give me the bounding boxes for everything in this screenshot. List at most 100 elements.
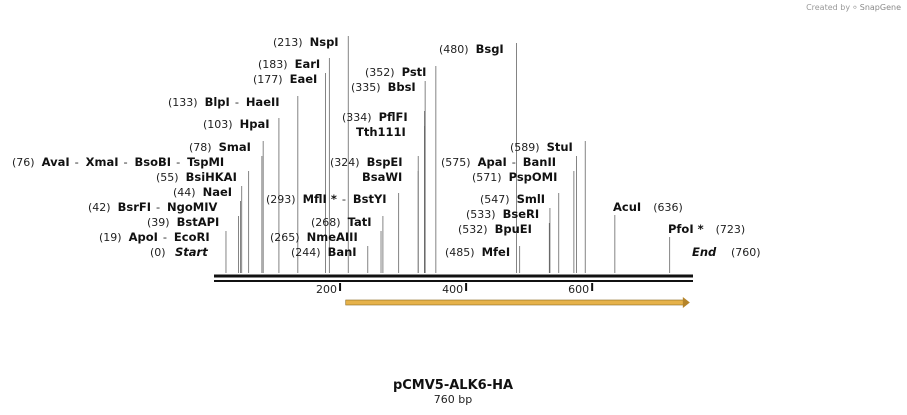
enzyme-name[interactable]: TspMI <box>187 155 224 169</box>
dna-backbone <box>214 274 693 282</box>
enzyme-name[interactable]: AcuI <box>613 200 641 214</box>
enzyme-name[interactable]: EarI <box>295 57 321 71</box>
enzyme-name[interactable]: NgoMIV <box>167 200 217 214</box>
cut-position: (39) <box>147 216 170 229</box>
enzyme-label-eaei[interactable]: (177) EaeI <box>253 72 317 86</box>
enzyme-label-blpi[interactable]: (133) BlpI - HaeII <box>168 95 280 109</box>
enzyme-name[interactable]: SmlI <box>517 192 546 206</box>
enzyme-name[interactable]: PflFI <box>379 110 408 124</box>
cut-position: (293) <box>266 193 296 206</box>
start-label: Start <box>175 245 208 259</box>
enzyme-label-mfli[interactable]: (293) MflI * - BstYI <box>266 192 387 206</box>
enzyme-name[interactable]: AvaI <box>42 155 70 169</box>
enzyme-name[interactable]: BanI <box>328 245 357 259</box>
enzyme-label-psti[interactable]: (352) PstI <box>365 65 426 79</box>
enzyme-name[interactable]: BsaWI <box>362 170 402 184</box>
enzyme-label-pflfi[interactable]: (334) PflFI <box>342 110 408 124</box>
enzyme-name[interactable]: EaeI <box>290 72 318 86</box>
cut-position: (480) <box>439 43 469 56</box>
label-separator: - <box>342 192 346 206</box>
enzyme-label-apai[interactable]: (575) ApaI - BanII <box>441 155 556 169</box>
enzyme-label-nmeaiii[interactable]: (265) NmeAIII <box>270 230 358 244</box>
enzyme-label-stui[interactable]: (589) StuI <box>510 140 573 154</box>
enzyme-label-bstapi[interactable]: (39) BstAPI <box>147 215 219 229</box>
enzyme-name[interactable]: BpuEI <box>495 222 532 236</box>
feature-arrow[interactable] <box>345 297 690 308</box>
enzyme-label-hpai[interactable]: (103) HpaI <box>203 117 270 131</box>
enzyme-label-apoi[interactable]: (19) ApoI - EcoRI <box>99 230 210 244</box>
enzyme-label-tth111i[interactable]: Tth111I <box>356 125 406 139</box>
start-position: (0) <box>150 246 166 259</box>
enzyme-label-tati[interactable]: (268) TatI <box>311 215 372 229</box>
enzyme-name[interactable]: BstYI <box>353 192 387 206</box>
enzyme-label-bseri[interactable]: (533) BseRI <box>466 207 539 221</box>
enzyme-label-bsrfi[interactable]: (42) BsrFI - NgoMIV <box>88 200 217 214</box>
enzyme-name[interactable]: EcoRI <box>174 230 210 244</box>
cut-site-leaders <box>225 36 671 273</box>
enzyme-name[interactable]: StuI <box>547 140 573 154</box>
enzyme-name[interactable]: MfeI <box>482 245 511 259</box>
enzyme-label-pspomi[interactable]: (571) PspOMI <box>472 170 557 184</box>
enzyme-label-bsawi[interactable]: BsaWI <box>362 170 402 184</box>
enzyme-name[interactable]: PfoI * <box>668 222 704 236</box>
enzyme-name[interactable]: MflI * <box>303 192 337 206</box>
snapgene-credit: Created by ⸰ SnapGene <box>806 2 901 13</box>
enzyme-label-bani[interactable]: (244) BanI <box>291 245 357 259</box>
enzyme-label-eari[interactable]: (183) EarI <box>258 57 320 71</box>
enzyme-name[interactable]: BbsI <box>388 80 416 94</box>
cut-position: (547) <box>480 193 510 206</box>
cut-position: (485) <box>445 246 475 259</box>
enzyme-name[interactable]: NspI <box>310 35 339 49</box>
cut-position: (177) <box>253 73 283 86</box>
enzyme-name[interactable]: BsgI <box>476 42 504 56</box>
enzyme-name[interactable]: XmaI <box>86 155 119 169</box>
enzyme-label-bbsi[interactable]: (335) BbsI <box>351 80 416 94</box>
label-separator: - <box>176 155 180 169</box>
enzyme-name[interactable]: TatI <box>348 215 372 229</box>
enzyme-label-mfei[interactable]: (485) MfeI <box>445 245 510 259</box>
enzyme-name[interactable]: PspOMI <box>509 170 558 184</box>
map-title: pCMV5-ALK6-HA <box>393 378 513 393</box>
enzyme-label-nspi[interactable]: (213) NspI <box>273 35 339 49</box>
enzyme-name[interactable]: ApaI <box>478 155 507 169</box>
cut-position: (589) <box>510 141 540 154</box>
enzyme-name[interactable]: BsrFI <box>118 200 151 214</box>
snapgene-logo-icon: ⸰ <box>852 3 858 12</box>
cut-position: (76) <box>12 156 35 169</box>
enzyme-name[interactable]: PstI <box>402 65 427 79</box>
enzyme-name[interactable]: HaeII <box>246 95 280 109</box>
label-separator: - <box>235 95 239 109</box>
feature-body[interactable] <box>345 299 685 306</box>
cut-position: (268) <box>311 216 341 229</box>
enzyme-name[interactable]: NaeI <box>203 185 232 199</box>
enzyme-name[interactable]: Tth111I <box>356 125 406 139</box>
enzyme-label-smli[interactable]: (547) SmlI <box>480 192 545 206</box>
enzyme-name[interactable]: BanII <box>523 155 556 169</box>
enzyme-name[interactable]: SmaI <box>219 140 251 154</box>
enzyme-label-bpuei[interactable]: (532) BpuEI <box>458 222 532 236</box>
enzyme-name[interactable]: BsoBI <box>135 155 172 169</box>
cut-position: (44) <box>173 186 196 199</box>
enzyme-label-bspei[interactable]: (324) BspEI <box>330 155 403 169</box>
enzyme-name[interactable]: ApoI <box>129 230 158 244</box>
cut-position: (324) <box>330 156 360 169</box>
enzyme-label-acui[interactable]: AcuI (636) <box>613 200 683 214</box>
enzyme-label-naei[interactable]: (44) NaeI <box>173 185 232 199</box>
enzyme-label-pfoi[interactable]: PfoI * (723) <box>668 222 745 236</box>
enzyme-name[interactable]: BsiHKAI <box>186 170 237 184</box>
cut-position: (244) <box>291 246 321 259</box>
enzyme-label-smai[interactable]: (78) SmaI <box>189 140 251 154</box>
enzyme-name[interactable]: BspEI <box>367 155 403 169</box>
enzyme-name[interactable]: NmeAIII <box>307 230 358 244</box>
enzyme-name[interactable]: HpaI <box>240 117 270 131</box>
enzyme-label-bsihkai[interactable]: (55) BsiHKAI <box>156 170 237 184</box>
enzyme-label-avai[interactable]: (76) AvaI - XmaI - BsoBI - TspMI <box>12 155 224 169</box>
ruler-ticks: 200 400 600 <box>316 283 594 296</box>
enzyme-label-bsgi[interactable]: (480) BsgI <box>439 42 504 56</box>
enzyme-name[interactable]: BlpI <box>205 95 230 109</box>
enzyme-name[interactable]: BstAPI <box>177 215 220 229</box>
cut-position: (183) <box>258 58 288 71</box>
cut-position: (571) <box>472 171 502 184</box>
enzyme-name[interactable]: BseRI <box>503 207 540 221</box>
